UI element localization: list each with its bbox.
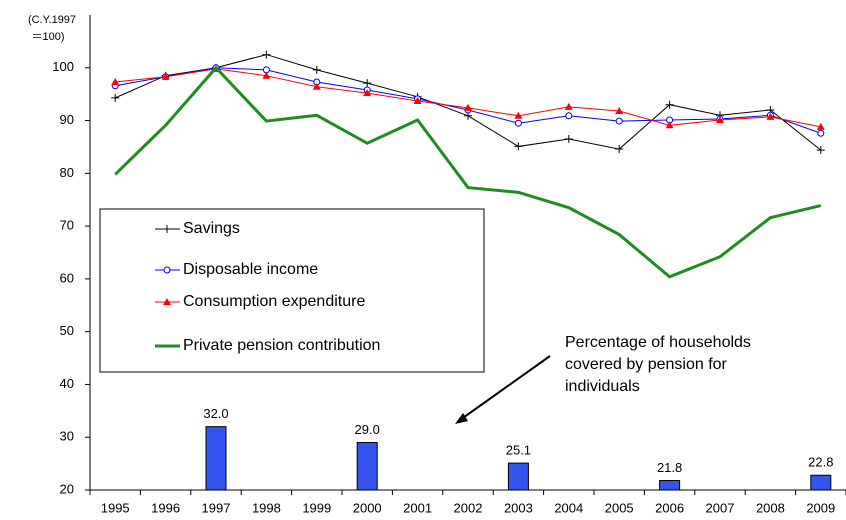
annotation-arrowhead bbox=[455, 413, 468, 424]
y-tick-label: 30 bbox=[60, 429, 74, 444]
marker bbox=[514, 142, 523, 151]
marker bbox=[564, 102, 573, 110]
marker bbox=[262, 71, 271, 79]
x-tick-label: 1999 bbox=[302, 500, 331, 515]
legend-label: Disposable income bbox=[183, 261, 318, 278]
marker bbox=[615, 107, 624, 115]
bar-value-label: 21.8 bbox=[657, 460, 682, 475]
marker bbox=[111, 78, 120, 86]
x-tick-label: 1998 bbox=[252, 500, 281, 515]
x-tick-label: 2001 bbox=[403, 500, 432, 515]
bar bbox=[659, 480, 681, 491]
x-tick-label: 1997 bbox=[202, 500, 231, 515]
bar-value-label: 32.0 bbox=[203, 406, 228, 421]
marker bbox=[716, 116, 724, 124]
marker bbox=[564, 135, 573, 144]
bar bbox=[507, 462, 529, 491]
annotation: covered by pension for bbox=[565, 356, 728, 373]
marker bbox=[363, 89, 372, 97]
legend-marker bbox=[163, 266, 171, 274]
marker bbox=[161, 72, 170, 80]
x-tick-label: 2006 bbox=[655, 500, 684, 515]
series-line bbox=[114, 54, 822, 151]
annotation: Percentage of households bbox=[565, 334, 751, 351]
marker bbox=[262, 50, 271, 59]
x-tick-label: 2000 bbox=[353, 500, 382, 515]
y-tick-label: 70 bbox=[60, 218, 74, 233]
legend-label: Savings bbox=[183, 220, 240, 237]
marker bbox=[514, 111, 523, 119]
x-tick-label: 2002 bbox=[454, 500, 483, 515]
bar-value-label: 29.0 bbox=[355, 422, 380, 437]
marker bbox=[312, 82, 321, 90]
marker bbox=[111, 93, 120, 102]
marker bbox=[312, 65, 321, 74]
x-tick-label: 2007 bbox=[706, 500, 735, 515]
x-tick-label: 2009 bbox=[806, 500, 835, 515]
x-tick-label: 2003 bbox=[504, 500, 533, 515]
marker bbox=[615, 145, 624, 154]
y-axis-label: ＝100) bbox=[31, 31, 64, 43]
y-tick-label: 100 bbox=[52, 59, 74, 74]
y-tick-label: 90 bbox=[60, 112, 74, 127]
marker bbox=[665, 100, 674, 109]
legend-label: Consumption expenditure bbox=[183, 293, 365, 310]
legend-marker bbox=[163, 298, 171, 305]
marker bbox=[816, 146, 825, 155]
marker bbox=[817, 129, 825, 137]
marker bbox=[413, 97, 422, 105]
y-axis-label: (C.Y.1997 bbox=[28, 14, 76, 26]
marker bbox=[464, 103, 472, 111]
marker bbox=[363, 79, 372, 88]
series-line bbox=[115, 67, 821, 134]
annotation-arrow bbox=[459, 355, 551, 421]
x-tick-label: 2004 bbox=[554, 500, 583, 515]
x-tick-label: 1995 bbox=[101, 500, 130, 515]
marker bbox=[615, 117, 623, 125]
bar bbox=[356, 442, 378, 491]
bar bbox=[810, 474, 832, 491]
bar-value-label: 25.1 bbox=[506, 443, 531, 458]
x-tick-label: 1996 bbox=[151, 500, 180, 515]
bar bbox=[205, 426, 227, 491]
marker bbox=[565, 112, 573, 120]
marker bbox=[665, 121, 674, 129]
x-tick-label: 2005 bbox=[605, 500, 634, 515]
series-line bbox=[114, 65, 822, 279]
y-tick-label: 20 bbox=[60, 481, 74, 496]
y-tick-label: 80 bbox=[60, 165, 74, 180]
marker bbox=[816, 122, 825, 130]
marker bbox=[514, 119, 522, 127]
legend-label: Private pension contribution bbox=[183, 337, 380, 354]
y-tick-label: 60 bbox=[60, 270, 74, 285]
bar-value-label: 22.8 bbox=[808, 455, 833, 470]
y-tick-label: 50 bbox=[60, 323, 74, 338]
x-tick-label: 2008 bbox=[756, 500, 785, 515]
marker bbox=[766, 112, 775, 120]
legend-marker bbox=[163, 225, 171, 233]
y-tick-label: 40 bbox=[60, 376, 74, 391]
annotation: individuals bbox=[565, 378, 640, 395]
